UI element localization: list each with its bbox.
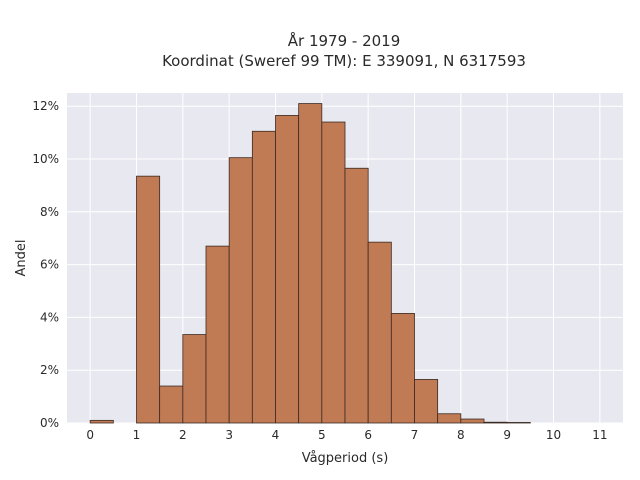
histogram-bar <box>89 419 114 424</box>
y-tick-label: 2% <box>40 363 59 377</box>
x-tick-label: 9 <box>503 428 511 442</box>
x-tick-label: 10 <box>546 428 561 442</box>
x-tick-label: 5 <box>318 428 326 442</box>
y-axis-ticks: 0% 2% 4% 6% 8% 10% 12% <box>32 99 59 430</box>
histogram-bar <box>205 245 230 424</box>
x-tick-label: 11 <box>592 428 607 442</box>
histogram-bar <box>344 167 369 424</box>
y-tick-label: 4% <box>40 310 59 324</box>
chart-title: År 1979 - 2019 <box>288 31 401 50</box>
x-axis-label: Vågperiod (s) <box>302 451 389 466</box>
histogram-bar <box>414 379 439 424</box>
x-tick-label: 6 <box>364 428 372 442</box>
histogram-bar <box>275 115 300 424</box>
x-tick-label: 1 <box>133 428 141 442</box>
histogram-bar <box>390 313 415 424</box>
histogram-bar <box>506 422 531 424</box>
bars <box>89 103 531 424</box>
y-tick-label: 0% <box>40 416 59 430</box>
y-tick-label: 8% <box>40 205 59 219</box>
histogram-bar <box>182 334 207 424</box>
x-tick-label: 7 <box>411 428 419 442</box>
histogram-bar <box>321 121 346 424</box>
x-tick-label: 2 <box>179 428 187 442</box>
x-axis-ticks: 0 1 2 3 4 5 6 7 8 9 10 11 <box>86 428 607 442</box>
y-tick-label: 10% <box>32 152 59 166</box>
y-axis-label: Andel <box>14 240 29 277</box>
histogram-bar <box>251 130 276 424</box>
x-tick-label: 0 <box>86 428 94 442</box>
histogram-bar <box>483 421 508 424</box>
histogram-bar <box>367 241 392 424</box>
x-tick-label: 4 <box>272 428 280 442</box>
histogram-bar <box>298 103 323 424</box>
y-tick-label: 12% <box>32 99 59 113</box>
histogram-bar <box>136 175 161 424</box>
chart-subtitle: Koordinat (Sweref 99 TM): E 339091, N 63… <box>162 52 526 70</box>
x-tick-label: 8 <box>457 428 465 442</box>
histogram-bar <box>460 418 485 424</box>
x-tick-label: 3 <box>225 428 233 442</box>
histogram-bar <box>159 385 184 424</box>
histogram-bar <box>228 157 253 424</box>
y-tick-label: 6% <box>40 258 59 272</box>
histogram-bar <box>437 413 462 424</box>
